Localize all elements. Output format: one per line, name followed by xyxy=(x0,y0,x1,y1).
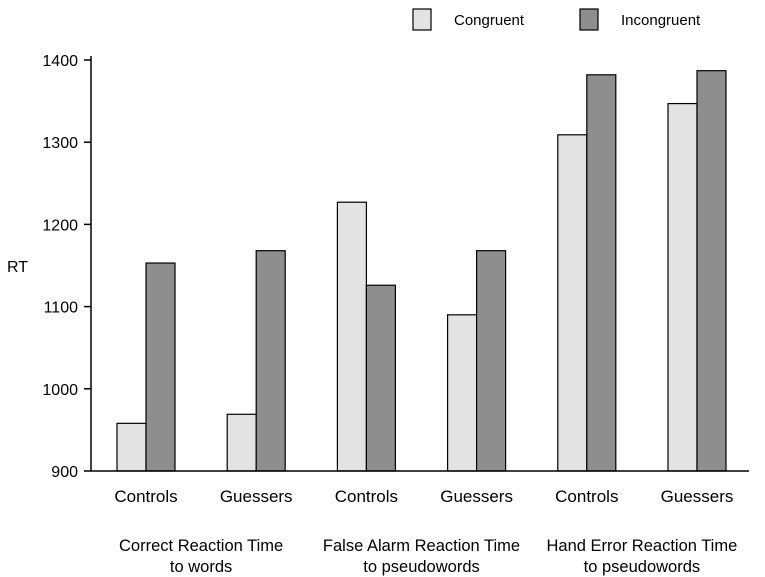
x-category-label: Controls xyxy=(335,487,398,506)
x-category-label: Guessers xyxy=(440,487,513,506)
group-label-line: False Alarm Reaction Time xyxy=(323,537,520,555)
y-tick-label: 1200 xyxy=(42,217,78,234)
y-tick-label: 1000 xyxy=(42,382,78,399)
bar-incongruent-5 xyxy=(696,70,727,472)
bar-incongruent-2 xyxy=(365,284,396,472)
bar-incongruent-0 xyxy=(145,262,176,472)
bars xyxy=(116,70,727,472)
legend-label-incongruent: Incongruent xyxy=(621,12,701,29)
x-category-label: Controls xyxy=(114,487,177,506)
bar-congruent-1 xyxy=(226,413,257,472)
legend-swatch-incongruent xyxy=(579,8,599,31)
group-label-line: to pseudowords xyxy=(363,558,480,576)
bar-incongruent-3 xyxy=(476,250,507,472)
bar-incongruent-1 xyxy=(255,250,286,472)
y-tick-label: 1100 xyxy=(44,300,79,317)
legend-label-congruent: Congruent xyxy=(454,12,525,29)
bar-congruent-0 xyxy=(116,422,147,472)
bar-incongruent-4 xyxy=(586,74,617,472)
x-category-label: Guessers xyxy=(661,487,734,506)
group-label-line: Correct Reaction Time xyxy=(119,537,283,555)
y-axis-title: RT xyxy=(7,259,28,276)
legend: Congruent Incongruent xyxy=(412,8,701,31)
group-label-line: Hand Error Reaction Time xyxy=(547,537,738,555)
x-category-label: Guessers xyxy=(220,487,293,506)
bar-congruent-2 xyxy=(336,201,367,472)
bar-congruent-3 xyxy=(447,314,478,472)
group-labels: Correct Reaction Time to words False Alarm… xyxy=(119,537,737,576)
bar-congruent-5 xyxy=(667,102,698,472)
y-tick-label: 1300 xyxy=(42,135,78,152)
bar-congruent-4 xyxy=(557,134,588,472)
y-tick-label: 1400 xyxy=(42,53,78,70)
group-label-line: to pseudowords xyxy=(584,558,701,576)
x-category-label: Controls xyxy=(555,487,618,506)
legend-swatch-congruent xyxy=(412,8,432,31)
y-axis: 900 1000 1100 1200 1300 1400 xyxy=(42,53,92,481)
y-tick-label: 900 xyxy=(51,464,78,481)
x-axis: Controls Guessers Controls Guessers Controls… xyxy=(91,470,749,506)
group-label-line: to words xyxy=(170,558,232,576)
